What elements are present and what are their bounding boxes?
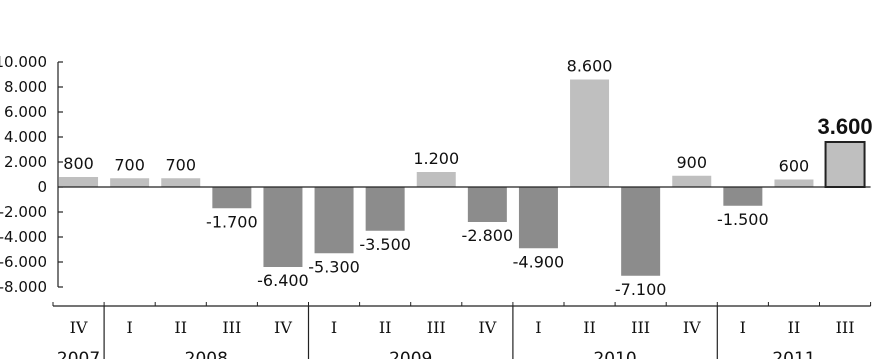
bar [467, 187, 507, 222]
quarter-label: III [427, 318, 446, 337]
bars-group [59, 79, 866, 276]
year-label: 2007 [57, 349, 100, 359]
y-tick-label: -4.000 [0, 228, 47, 246]
bar [314, 187, 354, 254]
bar [518, 187, 558, 249]
bar [416, 172, 456, 187]
quarter-label: IV [478, 318, 496, 337]
bar-value-label: -4.900 [513, 252, 565, 271]
quarter-label: III [222, 318, 241, 337]
value-labels-group: 800 700 700 -1.700 -6.400-5.300 -3.500 1.200 -2… [63, 57, 872, 299]
y-tick-label: 6.000 [4, 103, 47, 121]
bar-value-label: -2.800 [462, 226, 514, 245]
bar-value-label: 700 [165, 155, 196, 174]
y-tick-label: 10.000 [0, 53, 47, 71]
bar-value-label: 1.200 [413, 149, 459, 168]
bar-value-label: -1.700 [206, 212, 258, 231]
quarter-label: I [740, 318, 746, 337]
highlight-value-label: 3.600 [818, 114, 873, 139]
bar-value-label: 600 [779, 157, 810, 176]
bar-value-label: -3.500 [359, 235, 411, 254]
bar [723, 187, 763, 206]
bar [161, 178, 201, 187]
quarter-label: I [331, 318, 337, 337]
quarter-label: II [174, 318, 187, 337]
y-tick-label: 8.000 [4, 78, 47, 96]
bar [365, 187, 405, 231]
highlight-bar [824, 141, 866, 188]
year-label: 2009 [389, 349, 432, 359]
bar [212, 187, 252, 209]
bar-value-label: 700 [114, 155, 145, 174]
bar-value-label: -1.500 [717, 210, 769, 229]
bar-value-label: 800 [63, 154, 94, 173]
bar-value-label: 900 [676, 153, 707, 172]
bar [59, 177, 99, 187]
quarter-label: II [788, 318, 801, 337]
bar-value-label: -5.300 [308, 257, 360, 276]
bar-value-label: -6.400 [257, 271, 309, 290]
bar [110, 178, 150, 187]
bar [570, 79, 610, 187]
quarter-label: I [535, 318, 541, 337]
quarter-label: IV [274, 318, 292, 337]
year-label: 2010 [593, 349, 636, 359]
quarter-label: III [836, 318, 855, 337]
y-tick-label: 2.000 [4, 153, 47, 171]
y-tick-label: 4.000 [4, 128, 47, 146]
quarter-label: III [631, 318, 650, 337]
y-tick-label: 0 [37, 178, 47, 196]
year-label: 2011 [772, 349, 815, 359]
y-tick-label: -8.000 [0, 278, 47, 296]
y-axis: 10.000 8.000 6.000 4.000 2.000 0 -2.000 -4.000 -… [0, 53, 63, 296]
y-tick-label: -2.000 [0, 203, 47, 221]
bar [774, 179, 814, 187]
quarter-label: I [126, 318, 132, 337]
y-tick-label: -6.000 [0, 253, 47, 271]
bar-value-label: -7.100 [615, 280, 667, 299]
bar [672, 175, 712, 187]
bar-value-label: 8.600 [567, 57, 613, 76]
quarter-label: II [379, 318, 392, 337]
quarter-label: IV [70, 318, 88, 337]
bar [263, 187, 303, 267]
quarter-label: II [583, 318, 596, 337]
year-label: 2008 [185, 349, 228, 359]
quarter-label: IV [683, 318, 701, 337]
bar [621, 187, 661, 276]
